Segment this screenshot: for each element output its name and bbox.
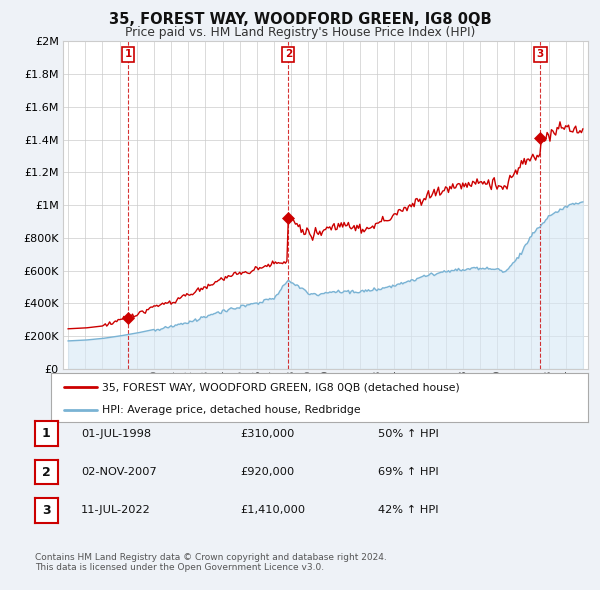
Text: 3: 3 xyxy=(42,504,50,517)
Text: This data is licensed under the Open Government Licence v3.0.: This data is licensed under the Open Gov… xyxy=(35,563,324,572)
Text: £920,000: £920,000 xyxy=(240,467,294,477)
Text: 1: 1 xyxy=(125,50,132,60)
Text: Contains HM Land Registry data © Crown copyright and database right 2024.: Contains HM Land Registry data © Crown c… xyxy=(35,553,386,562)
Text: 02-NOV-2007: 02-NOV-2007 xyxy=(81,467,157,477)
Text: HPI: Average price, detached house, Redbridge: HPI: Average price, detached house, Redb… xyxy=(102,405,361,415)
Text: 11-JUL-2022: 11-JUL-2022 xyxy=(81,506,151,515)
Text: £310,000: £310,000 xyxy=(240,429,295,438)
Text: 2: 2 xyxy=(42,466,50,478)
Text: 01-JUL-1998: 01-JUL-1998 xyxy=(81,429,151,438)
Text: Price paid vs. HM Land Registry's House Price Index (HPI): Price paid vs. HM Land Registry's House … xyxy=(125,26,475,39)
Text: 35, FOREST WAY, WOODFORD GREEN, IG8 0QB (detached house): 35, FOREST WAY, WOODFORD GREEN, IG8 0QB … xyxy=(102,382,460,392)
Text: 42% ↑ HPI: 42% ↑ HPI xyxy=(378,506,439,515)
Text: 35, FOREST WAY, WOODFORD GREEN, IG8 0QB: 35, FOREST WAY, WOODFORD GREEN, IG8 0QB xyxy=(109,12,491,27)
Text: 2: 2 xyxy=(284,50,292,60)
Text: £1,410,000: £1,410,000 xyxy=(240,506,305,515)
Text: 3: 3 xyxy=(536,50,544,60)
Text: 69% ↑ HPI: 69% ↑ HPI xyxy=(378,467,439,477)
Text: 50% ↑ HPI: 50% ↑ HPI xyxy=(378,429,439,438)
Text: 1: 1 xyxy=(42,427,50,440)
